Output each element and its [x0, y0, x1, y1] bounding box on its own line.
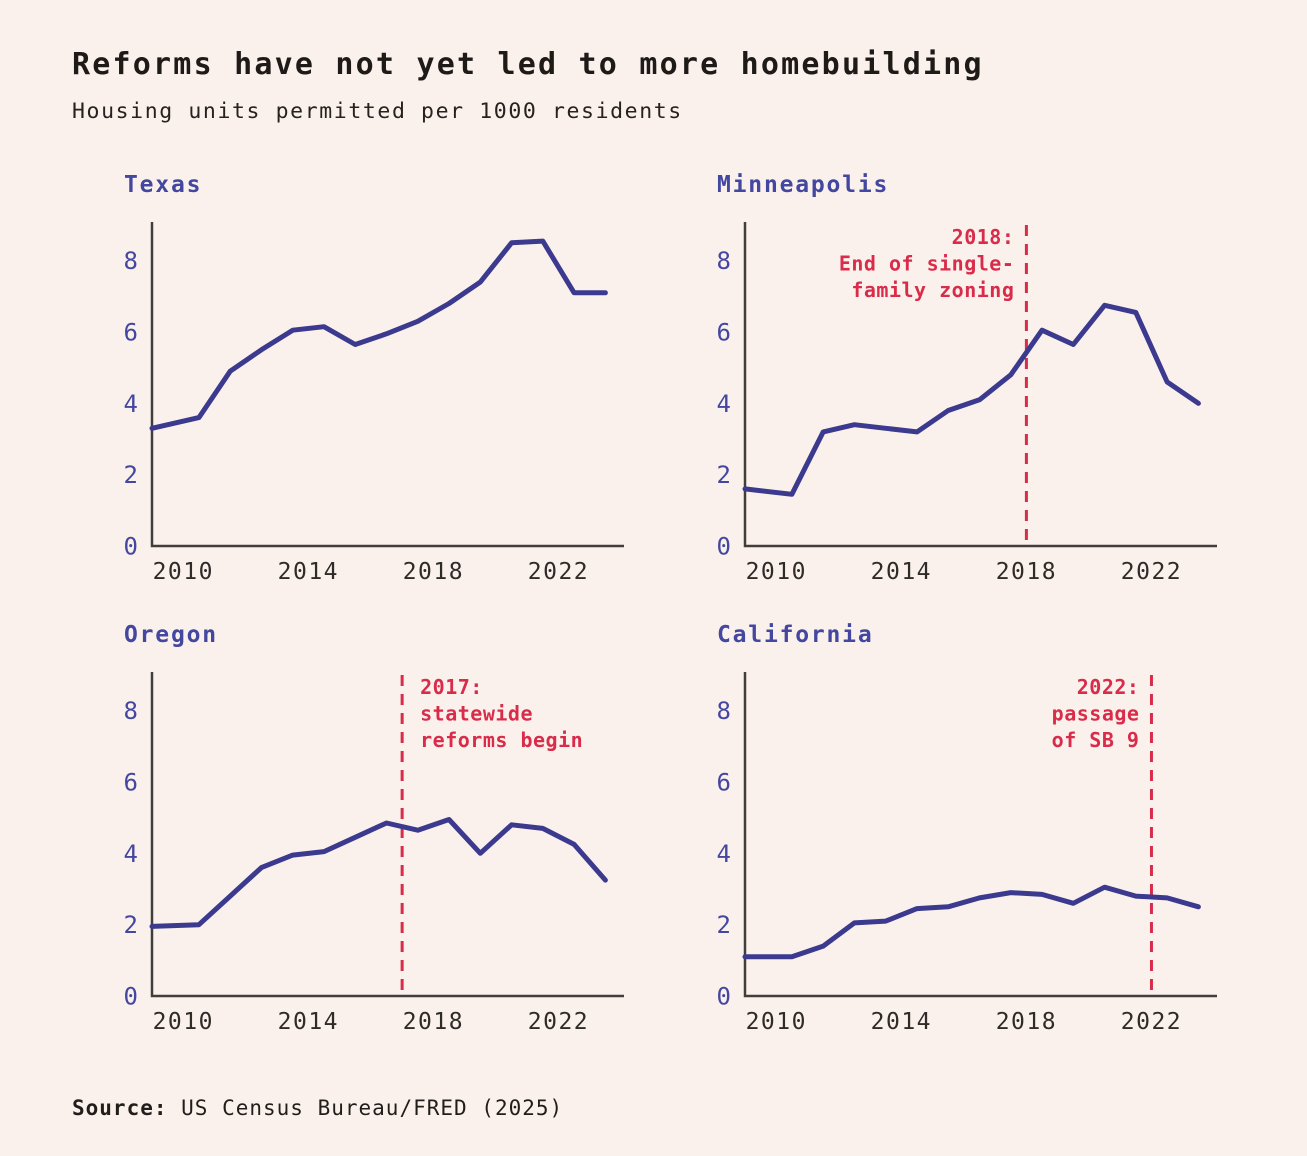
annotation-line: 2022:: [1077, 675, 1140, 699]
x-tick-label: 2018: [403, 559, 464, 585]
x-tick-label: 2010: [746, 559, 807, 585]
data-line: [742, 884, 1201, 960]
annotation-line: End of single-: [839, 252, 1015, 276]
axes: [743, 222, 1217, 548]
y-tick-label: 2: [124, 911, 139, 939]
axes: [743, 672, 1217, 998]
line-chart-svg: 0 2 4 6 8 2010 2014 2018 2022 2018: End of single-…: [717, 222, 1217, 585]
data-line: [149, 817, 608, 929]
x-tick-label: 2014: [278, 559, 339, 585]
chart-title: Oregon: [124, 622, 218, 648]
annotation-line: 2017:: [420, 675, 483, 699]
y-tick-label: 4: [124, 390, 139, 418]
annotation-line: passage: [1052, 702, 1140, 726]
annotation-line: 2018:: [952, 225, 1015, 249]
y-tick-label: 4: [124, 840, 139, 868]
page-title: Reforms have not yet led to more homebui…: [72, 47, 984, 82]
x-tick-label: 2022: [528, 559, 589, 585]
x-tick-label: 2010: [746, 1009, 807, 1035]
source-text: US Census Bureau/FRED (2025): [167, 1096, 564, 1120]
chart-title: Texas: [124, 172, 203, 198]
y-tick-label: 2: [717, 911, 732, 939]
axes: [150, 672, 624, 998]
source-label: Source:: [72, 1096, 168, 1120]
y-tick-label: 8: [124, 247, 139, 275]
x-tick-label: 2022: [528, 1009, 589, 1035]
axes: [150, 222, 624, 548]
source-note: Source: US Census Bureau/FRED (2025): [72, 1096, 563, 1120]
x-tick-label: 2010: [153, 1009, 214, 1035]
line-chart-svg: 0 2 4 6 8 2010 2014 2018 2022: [124, 222, 624, 585]
y-tick-label: 8: [717, 247, 732, 275]
line-chart-svg: 0 2 4 6 8 2010 2014 2018 2022 2017: statewiderefor…: [124, 672, 624, 1035]
y-tick-label: 2: [717, 461, 732, 489]
annotation-line: family zoning: [851, 278, 1014, 302]
y-tick-label: 6: [717, 769, 732, 797]
x-tick-label: 2022: [1121, 1009, 1182, 1035]
y-tick-label: 6: [124, 769, 139, 797]
data-line: [149, 238, 608, 431]
x-tick-label: 2014: [871, 1009, 932, 1035]
y-tick-label: 4: [717, 390, 732, 418]
x-tick-label: 2018: [403, 1009, 464, 1035]
y-tick-label: 6: [124, 319, 139, 347]
x-tick-label: 2014: [871, 559, 932, 585]
y-tick-label: 8: [124, 697, 139, 725]
y-tick-label: 0: [717, 983, 732, 1011]
y-tick-label: 2: [124, 461, 139, 489]
annotation-line: reforms begin: [420, 728, 583, 752]
annotation-line: statewide: [420, 702, 533, 726]
y-tick-label: 0: [124, 983, 139, 1011]
x-tick-label: 2022: [1121, 559, 1182, 585]
chart-texas: Texas 0 2 4 6 8 2010 2014 2018 2022: [97, 160, 637, 620]
page-subtitle: Housing units permitted per 1000 residen…: [72, 99, 683, 124]
x-tick-label: 2018: [996, 1009, 1057, 1035]
x-tick-label: 2010: [153, 559, 214, 585]
annotation-line: of SB 9: [1052, 728, 1140, 752]
chart-minneapolis: Minneapolis 0 2 4 6 8 2010 2014 2018 2022 2018: En…: [690, 160, 1230, 620]
x-tick-label: 2014: [278, 1009, 339, 1035]
chart-title: California: [717, 622, 874, 648]
chart-california: California 0 2 4 6 8 2010 2014 2018 2022 2022: pas…: [690, 610, 1230, 1070]
y-tick-label: 4: [717, 840, 732, 868]
y-tick-label: 0: [717, 533, 732, 561]
y-tick-label: 8: [717, 697, 732, 725]
x-tick-label: 2018: [996, 559, 1057, 585]
data-line: [742, 302, 1201, 497]
y-tick-label: 6: [717, 319, 732, 347]
y-tick-label: 0: [124, 533, 139, 561]
chart-title: Minneapolis: [717, 172, 890, 198]
chart-oregon: Oregon 0 2 4 6 8 2010 2014 2018 2022 2017: statewi…: [97, 610, 637, 1070]
